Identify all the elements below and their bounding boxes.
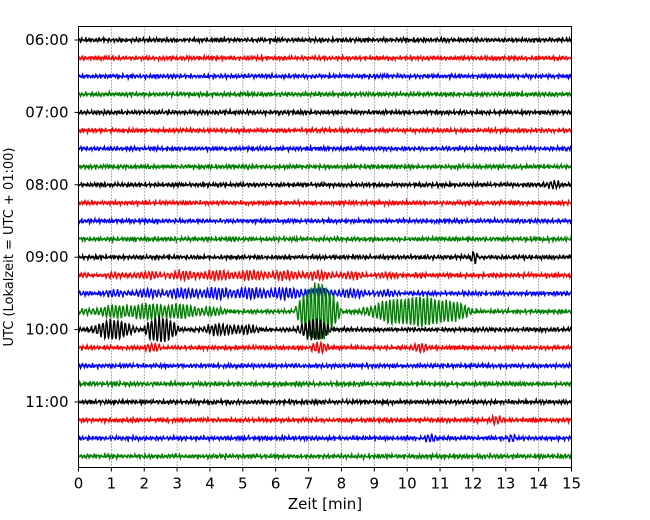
y-axis-label: UTC (Lokalzeit = UTC + 01:00) — [2, 148, 17, 347]
x-tick-label: 12 — [463, 475, 482, 493]
y-tick-label: 07:00 — [25, 103, 68, 121]
x-axis-ticks: 0 1 2 3 4 5 6 7 8 9 10 11 12 13 14 15 — [74, 467, 581, 493]
seismogram-trace — [78, 143, 573, 154]
seismogram-trace — [77, 71, 572, 82]
x-tick-label: 4 — [205, 475, 215, 493]
x-tick-label: 15 — [562, 475, 581, 493]
seismogram-trace — [77, 197, 573, 209]
seismogram-trace — [77, 250, 573, 265]
seismogram-trace — [77, 340, 573, 356]
x-tick-label: 14 — [529, 475, 548, 493]
x-tick-label: 7 — [304, 475, 314, 493]
x-tick-label: 3 — [172, 475, 182, 493]
seismogram-trace — [78, 378, 573, 390]
x-tick-label: 0 — [74, 475, 84, 493]
seismogram-traces — [77, 34, 573, 462]
seismogram-trace — [77, 396, 573, 408]
seismogram-trace — [78, 52, 573, 64]
y-axis-ticks: 06:00 07:00 08:00 09:00 10:00 11:00 — [25, 31, 79, 411]
y-tick-label: 11:00 — [25, 393, 68, 411]
seismogram-trace — [78, 161, 573, 172]
seismogram-trace — [77, 107, 573, 118]
x-tick-label: 13 — [496, 475, 515, 493]
x-tick-label: 8 — [337, 475, 347, 493]
y-tick-label: 06:00 — [25, 31, 68, 49]
x-tick-label: 2 — [139, 475, 149, 493]
seismogram-trace — [78, 314, 573, 343]
seismogram-trace — [77, 282, 573, 340]
x-tick-label: 9 — [370, 475, 380, 493]
x-tick-label: 5 — [238, 475, 248, 493]
x-axis-label: Zeit [min] — [288, 495, 362, 513]
seismogram-trace — [77, 179, 573, 191]
seismogram-trace — [77, 215, 573, 226]
seismogram-trace — [77, 233, 573, 245]
seismogram-trace — [77, 34, 572, 46]
x-tick-label: 1 — [107, 475, 117, 493]
seismogram-trace — [77, 413, 572, 427]
x-tick-label: 10 — [398, 475, 417, 493]
seismogram-trace — [77, 432, 572, 444]
y-tick-label: 08:00 — [25, 176, 68, 194]
plot-frame — [78, 26, 572, 468]
y-tick-label: 09:00 — [25, 248, 68, 266]
x-tick-label: 11 — [430, 475, 449, 493]
seismogram-trace — [77, 267, 573, 283]
y-tick-label: 10:00 — [25, 321, 68, 339]
seismogram-trace — [77, 451, 573, 462]
seismogram-trace — [77, 125, 573, 136]
x-tick-label: 6 — [271, 475, 281, 493]
seismogram-trace — [77, 89, 573, 100]
seismogram-trace — [78, 360, 573, 371]
